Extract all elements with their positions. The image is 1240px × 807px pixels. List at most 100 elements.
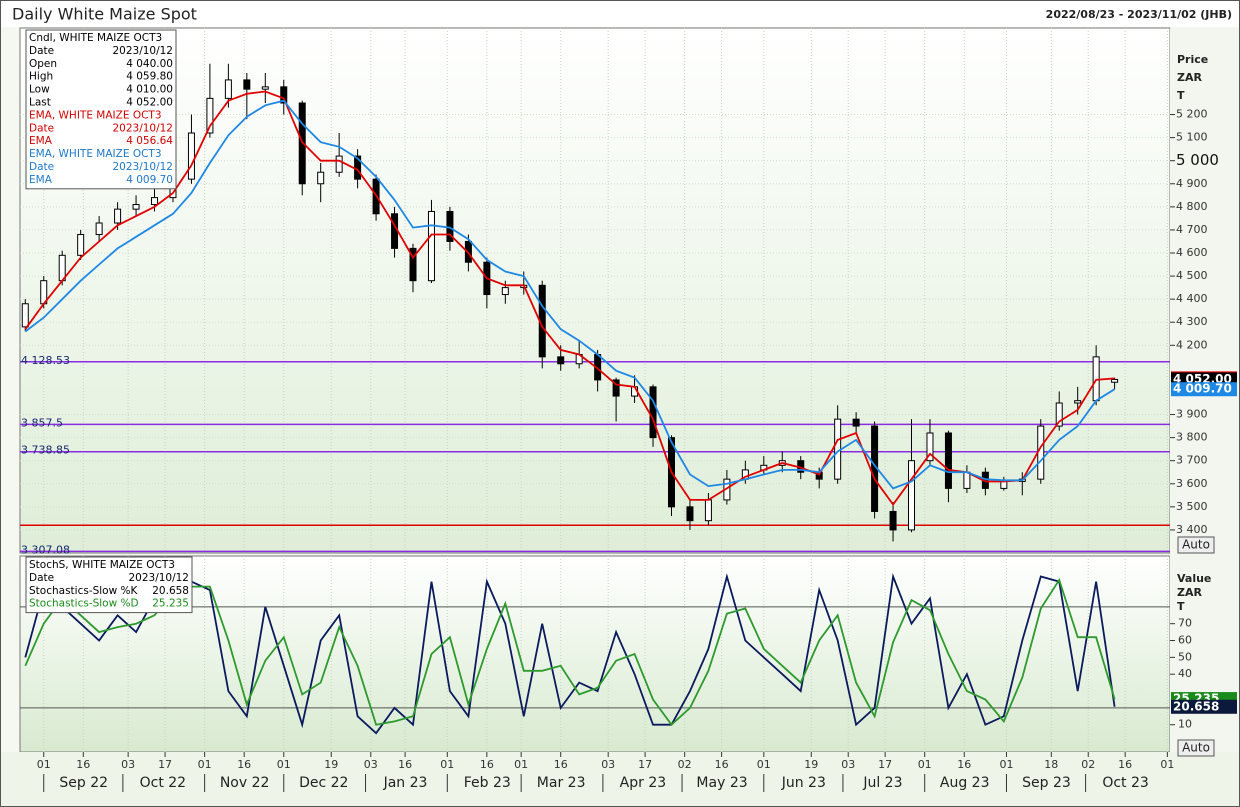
info-label: Date <box>29 572 54 584</box>
candle-body <box>1000 480 1008 489</box>
info-value: 4 010.00 <box>126 84 173 96</box>
month-label: Aug 23 <box>940 775 990 791</box>
info-label: Stochastics-Slow %D <box>29 598 139 610</box>
candle-body <box>501 287 509 296</box>
candle-body <box>280 86 288 104</box>
x-tick-label: 01 <box>37 758 51 771</box>
candle-body <box>1111 378 1119 383</box>
info-label: Date <box>29 122 54 134</box>
candle-body <box>243 79 251 90</box>
candle-body <box>649 386 657 439</box>
candle-body <box>1037 425 1045 480</box>
info-value: 2023/10/12 <box>112 161 173 173</box>
y-tick-label: 4 500 <box>1176 269 1208 282</box>
series-line <box>24 99 1116 490</box>
candle-body <box>151 197 159 206</box>
y-tick-label: 4 400 <box>1176 292 1208 305</box>
x-tick-label: 01 <box>757 758 771 771</box>
y-tick-label: 50 <box>1178 650 1192 663</box>
info-label: Date <box>29 161 54 173</box>
y-tick-label: 4 700 <box>1176 223 1208 236</box>
info-label: Stochastics-Slow %K <box>29 585 139 597</box>
auto-button-box[interactable] <box>1177 536 1215 554</box>
x-tick-label: 03 <box>364 758 378 771</box>
auto-button-box[interactable] <box>1177 739 1215 757</box>
info-value: 20.658 <box>152 585 189 597</box>
y-tick-label: 10 <box>1178 718 1192 731</box>
x-tick-label: 01 <box>514 758 528 771</box>
x-tick-label: 01 <box>999 758 1013 771</box>
auto-button-label[interactable]: Auto <box>1182 538 1210 552</box>
axis-label: Price <box>1177 53 1208 66</box>
x-tick-label: 16 <box>398 758 412 771</box>
price-panel <box>19 27 1171 554</box>
y-tick-label: 4 200 <box>1176 338 1208 351</box>
auto-button-label[interactable]: Auto <box>1182 741 1210 755</box>
info-value: 4 009.70 <box>126 174 173 186</box>
candle-body <box>21 303 29 328</box>
candle-body <box>132 204 140 210</box>
info-label: EMA, WHITE MAIZE OCT3 <box>29 109 162 121</box>
candle-body <box>206 97 214 134</box>
candle-body <box>686 506 694 522</box>
candle-body <box>926 432 934 462</box>
month-label: Nov 22 <box>220 775 270 791</box>
candle-body <box>1074 400 1082 404</box>
x-tick-label: 02 <box>1081 758 1095 771</box>
candle-body <box>409 247 417 282</box>
x-tick-label: 16 <box>76 758 90 771</box>
auto-button[interactable]: Auto <box>1177 739 1215 757</box>
y-tick-label: 4 800 <box>1176 200 1208 213</box>
x-tick-label: 01 <box>918 758 932 771</box>
y-tick-label: 3 600 <box>1176 477 1208 490</box>
series-line <box>24 577 1116 727</box>
candle-body <box>963 471 971 489</box>
axis-label: ZAR <box>1177 71 1202 84</box>
y-tick-label: 3 800 <box>1176 431 1208 444</box>
info-value: 4 056.64 <box>126 135 173 147</box>
auto-button[interactable]: Auto <box>1177 536 1215 554</box>
info-value: 4 059.80 <box>126 71 173 83</box>
date-axis-area <box>1 752 1239 806</box>
y-tick-label: 60 <box>1178 634 1192 647</box>
candle-body <box>704 499 712 522</box>
x-tick-label: 18 <box>1044 758 1058 771</box>
stoch-panel <box>19 555 1171 753</box>
x-tick-label: 16 <box>554 758 568 771</box>
info-label: High <box>29 71 53 83</box>
x-tick-label: 16 <box>237 758 251 771</box>
x-tick-label: 01 <box>277 758 291 771</box>
month-label: Apr 23 <box>620 775 666 791</box>
candle-body <box>95 222 103 236</box>
price-tag-label: 4 009.70 <box>1173 382 1232 396</box>
month-label: Sep 22 <box>59 775 108 791</box>
info-value: 25.235 <box>152 598 189 610</box>
info-value: 2023/10/12 <box>112 122 173 134</box>
y-tick-label: 4 600 <box>1176 246 1208 259</box>
candle-body <box>889 510 897 531</box>
y-tick-label: 5 200 <box>1176 108 1208 121</box>
month-label: May 23 <box>696 775 747 791</box>
info-box <box>25 556 193 614</box>
candle-body <box>261 86 269 90</box>
info-value: 4 040.00 <box>126 58 173 70</box>
candle-body <box>77 234 85 256</box>
x-tick-label: 17 <box>878 758 892 771</box>
x-tick-label: 16 <box>1118 758 1132 771</box>
candle-body <box>852 418 860 427</box>
axis-label: ZAR <box>1177 586 1202 599</box>
info-label: EMA <box>29 135 53 147</box>
candle-body <box>944 432 952 489</box>
date-range: 2022/08/23 - 2023/11/02 (JHB) <box>1046 8 1232 21</box>
x-tick-label: 03 <box>121 758 135 771</box>
info-value: 2023/10/12 <box>112 45 173 57</box>
level-label: 3 857.5 <box>21 416 63 429</box>
x-tick-label: 01 <box>1160 758 1174 771</box>
month-label: Feb 23 <box>464 775 511 791</box>
candle-body <box>1055 402 1063 427</box>
x-tick-label: 19 <box>324 758 338 771</box>
y-tick-label: 3 500 <box>1176 500 1208 513</box>
axis-label: Value <box>1177 572 1211 585</box>
